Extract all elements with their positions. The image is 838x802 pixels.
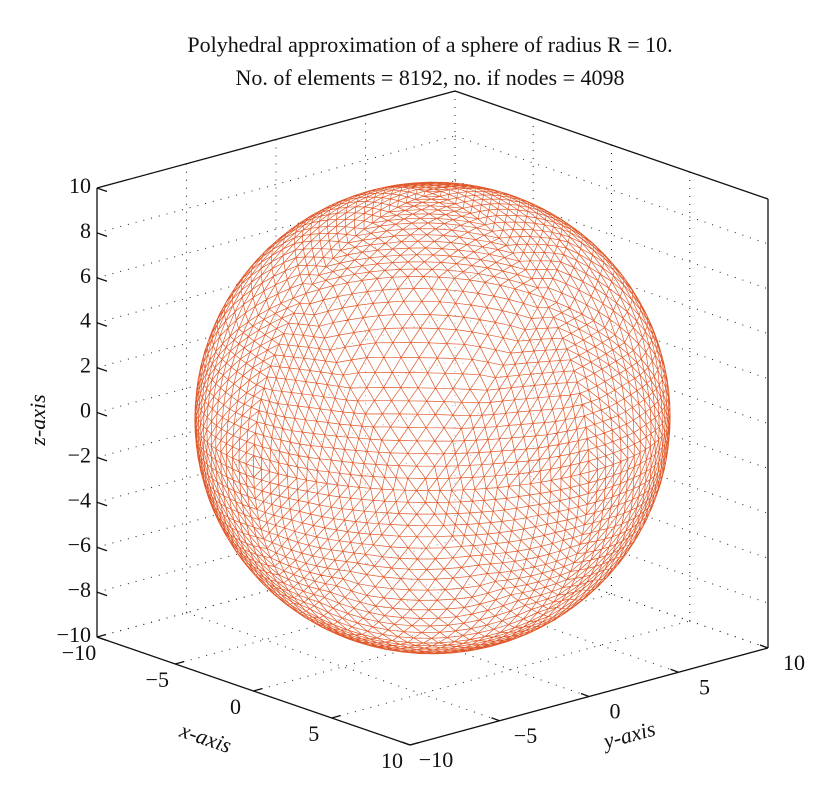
y-tick-label: −10 <box>419 747 453 772</box>
tick-mark <box>96 456 108 462</box>
tick-mark <box>491 717 500 722</box>
z-tick-label: −10 <box>57 622 91 647</box>
chart-title: Polyhedral approximation of a sphere of … <box>187 32 672 57</box>
tick-mark <box>96 187 108 193</box>
z-tick-label: 10 <box>69 173 91 198</box>
y-axis-label: y-axis <box>599 716 658 754</box>
tick-mark <box>670 668 679 673</box>
x-tick-label: 5 <box>308 721 319 746</box>
tick-mark <box>759 644 769 649</box>
tick-mark <box>580 692 590 698</box>
z-tick-label: −2 <box>68 442 91 467</box>
tick-mark <box>409 741 420 746</box>
z-tick-label: 4 <box>80 308 91 333</box>
z-axis-label: z-axis <box>25 394 50 446</box>
tick-mark <box>96 277 108 282</box>
x-tick-label: 0 <box>230 694 241 719</box>
z-tick-label: 6 <box>80 263 91 288</box>
tick-mark <box>96 411 108 417</box>
z-tick-label: −4 <box>68 487 91 512</box>
tick-mark <box>96 322 108 327</box>
tick-mark <box>96 591 108 597</box>
tick-mark <box>96 501 108 507</box>
y-tick-label: 5 <box>699 674 710 699</box>
z-tick-label: 0 <box>80 398 91 423</box>
z-tick-label: 8 <box>80 218 91 243</box>
x-tick-label: 10 <box>381 748 403 773</box>
tick-mark <box>96 633 107 638</box>
tick-mark <box>96 232 108 238</box>
x-axis-label: x-axis <box>176 717 235 758</box>
y-tick-label: 0 <box>610 699 621 724</box>
tick-mark <box>96 636 108 642</box>
axis-line <box>96 90 456 189</box>
y-tick-label: −5 <box>514 723 537 748</box>
z-tick-label: −8 <box>68 577 91 602</box>
z-tick-label: 2 <box>80 353 91 378</box>
chart-subtitle: No. of elements = 8192, no. if nodes = 4… <box>236 65 625 90</box>
x-tick-label: −5 <box>146 667 169 692</box>
axis-line <box>454 90 769 200</box>
tick-mark <box>96 366 108 372</box>
tick-mark <box>96 546 108 552</box>
tick-mark <box>401 741 411 746</box>
z-tick-label: −6 <box>68 532 91 557</box>
sphere-mesh <box>194 181 671 655</box>
tick-mark <box>331 714 341 719</box>
tick-mark <box>175 660 185 665</box>
x-tick-label: −10 <box>62 640 96 665</box>
tick-mark <box>253 687 263 692</box>
y-tick-label: 10 <box>783 650 805 675</box>
